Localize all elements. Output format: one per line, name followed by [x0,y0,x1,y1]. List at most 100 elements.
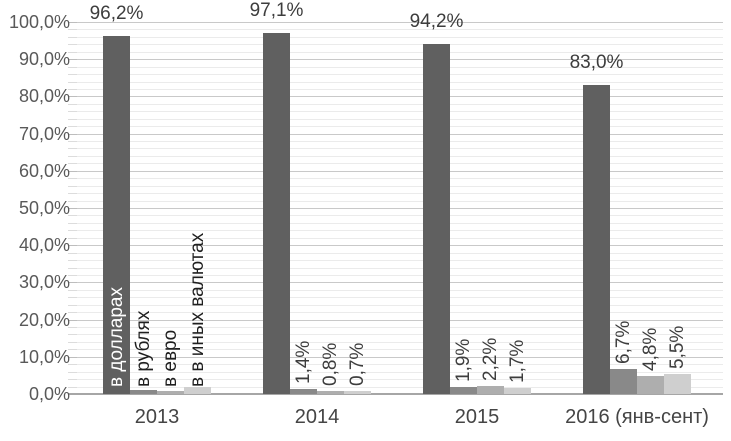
axis-tick-minor [68,222,77,224]
gridline-minor [77,230,723,232]
gridline-minor [77,252,723,254]
y-tick-label: 60,0% [18,160,70,181]
series-name-label: в евро [160,329,181,387]
axis-tick-minor [68,185,77,187]
gridline-major [77,133,723,135]
gridline-minor [77,29,723,31]
gridline-minor [77,289,723,291]
x-tick-label: 2016 (янв-сент) [565,406,709,428]
gridline-minor [77,36,723,38]
bar-2013-series2 [130,390,157,394]
axis-tick-minor [68,237,77,239]
axis-tick-minor [68,297,77,299]
gridline-major [77,282,723,284]
gridline-minor [77,148,723,150]
axis-tick-minor [68,349,77,351]
gridline-minor [77,334,723,336]
gridline-minor [77,141,723,143]
axis-tick-minor [68,312,77,314]
bar-value-label: 96,2% [89,3,144,24]
axis-tick-major [68,96,77,98]
bar-2013-series3 [157,391,184,394]
bar-value-label-rotated: 0,8% [320,342,341,386]
axis-tick-minor [68,200,77,202]
gridline-minor [77,267,723,269]
gridline-minor [77,327,723,329]
axis-tick-minor [68,81,77,83]
axis-tick-minor [68,36,77,38]
gridline-minor [77,215,723,217]
x-tick-label: 2015 [454,406,500,428]
bar-2014-series3 [317,391,344,394]
gridline-minor [77,178,723,180]
gridline-minor [77,118,723,120]
bar-value-label-rotated: 1,9% [453,338,474,382]
axis-tick-minor [68,274,77,276]
x-axis-line [68,393,723,395]
bar-2016 (янв-сент)-series2 [610,369,637,394]
axis-tick-minor [68,141,77,143]
axis-tick-major [68,59,77,61]
gridline-minor [77,341,723,343]
bar-2016 (янв-сент)-series4 [664,374,691,394]
axis-tick-minor [68,103,77,105]
series-name-label: в долларах [106,287,127,387]
bar-value-label-rotated: 1,7% [507,339,528,383]
axis-tick-minor [68,163,77,165]
axis-tick-minor [68,178,77,180]
gridline-minor [77,126,723,128]
y-tick-label: 30,0% [18,272,70,293]
x-tick-label: 2014 [294,406,340,428]
bar-2013-series4 [184,387,211,394]
gridline-minor [77,260,723,262]
y-tick-label: 50,0% [18,198,70,218]
bar-value-label-rotated: 4,8% [640,327,661,371]
axis-tick-minor [68,327,77,329]
gridline-minor [77,349,723,351]
y-tick-label: 90,0% [18,49,70,70]
axis-tick-minor [68,304,77,306]
bar-2015-series2 [450,387,477,394]
gridline-minor [77,185,723,187]
bar-value-label: 83,0% [569,52,624,73]
gridline-minor [77,371,723,373]
axis-tick-minor [68,215,77,217]
axis-tick-major [68,170,77,172]
gridline-minor [77,51,723,53]
y-tick-label: 10,0% [18,346,70,367]
axis-tick-major [68,356,77,358]
axis-tick-major [68,208,77,209]
axis-tick-minor [68,118,77,120]
axis-tick-minor [68,371,77,373]
axis-tick-minor [68,66,77,68]
gridline-major [77,319,723,321]
gridline-minor [77,81,723,83]
gridline-minor [77,222,723,224]
gridline-minor [77,88,723,90]
axis-tick-minor [68,334,77,336]
axis-tick-minor [68,74,77,76]
gridline-major [77,59,723,61]
bar-2016 (янв-сент)-series1 [583,85,610,394]
axis-tick-minor [68,289,77,291]
bar-2016 (янв-сент)-series3 [637,376,664,394]
axis-tick-minor [68,341,77,343]
bar-value-label-rotated: 6,7% [613,320,634,364]
axis-tick-minor [68,379,77,381]
gridline-minor [77,193,723,195]
gridline-minor [77,312,723,314]
gridline-minor [77,386,723,388]
series-name-label: в рублях [133,310,154,387]
gridline-major [77,245,723,247]
gridline-minor [77,66,723,68]
axis-tick-minor [68,51,77,53]
gridline-minor [77,304,723,306]
axis-tick-minor [68,364,77,366]
axis-tick-minor [68,29,77,31]
bar-value-label-rotated: 1,4% [293,340,314,384]
gridline-minor [77,200,723,202]
x-tick-label: 2013 [134,406,180,428]
axis-tick-minor [68,386,77,388]
gridline-minor [77,111,723,113]
